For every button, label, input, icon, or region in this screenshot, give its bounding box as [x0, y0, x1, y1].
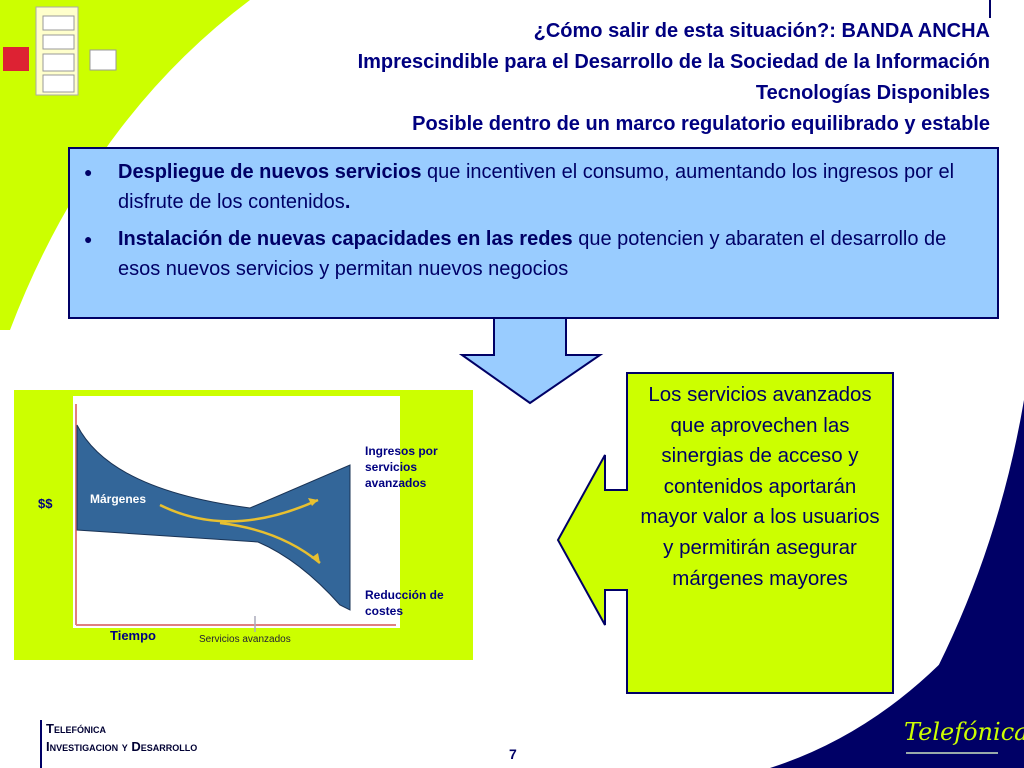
margin-label: Márgenes — [90, 492, 147, 506]
title-line: Posible dentro de un marco regulatorio e… — [412, 113, 990, 135]
title-line: ¿Cómo salir de esta situación?: BANDA AN… — [533, 20, 990, 42]
cost-label: Reducción de costes — [365, 588, 444, 618]
y-axis-label: $$ — [38, 496, 53, 511]
callout-text: Los servicios avanzados que aprovechen l… — [640, 383, 880, 590]
bullet-box: ● Despliegue de nuevos servicios que ince… — [68, 147, 999, 319]
logo-underline — [906, 752, 998, 754]
bullet-text: que potencien y abaraten el desarrollo d… — [118, 228, 947, 280]
revenue-label: Ingresos por servicios avanzados — [365, 444, 438, 490]
bullet-item: ● Instalación de nuevas capacidades en la… — [84, 224, 983, 284]
bullet-bold: Despliegue de nuevos servicios — [118, 161, 422, 183]
title-line: Tecnologías Disponibles — [755, 82, 990, 104]
telefonica-logo: Telefónica — [904, 718, 1024, 746]
bullet-dot-icon: ● — [84, 164, 93, 180]
margin-band — [76, 424, 351, 611]
footer-company: Telefónica Investigacion y Desarrollo — [40, 720, 197, 768]
title-line: Imprescindible para el Desarrollo de la … — [357, 51, 990, 73]
slide-title: ¿Cómo salir de esta situación?: BANDA AN… — [358, 16, 990, 140]
bullet-dot-icon: ● — [84, 231, 93, 247]
callout-box — [626, 372, 894, 694]
thumbnail-diagram — [3, 6, 117, 96]
down-arrow — [458, 317, 604, 405]
x-axis-label: Tiempo — [110, 628, 156, 643]
bullet-end: . — [344, 191, 351, 213]
page-number: 7 — [509, 746, 517, 762]
bullet-item: ● Despliegue de nuevos servicios que ince… — [84, 157, 983, 217]
bullet-bold: Instalación de nuevas capacidades en las… — [118, 228, 573, 250]
bullet-text: que incentiven el consumo, aumentando lo… — [118, 161, 955, 213]
footer-line: Telefónica — [46, 721, 106, 736]
tick-label: Servicios avanzados — [199, 634, 291, 645]
footer-line: Investigacion y Desarrollo — [46, 739, 198, 754]
left-arrow — [556, 454, 628, 626]
